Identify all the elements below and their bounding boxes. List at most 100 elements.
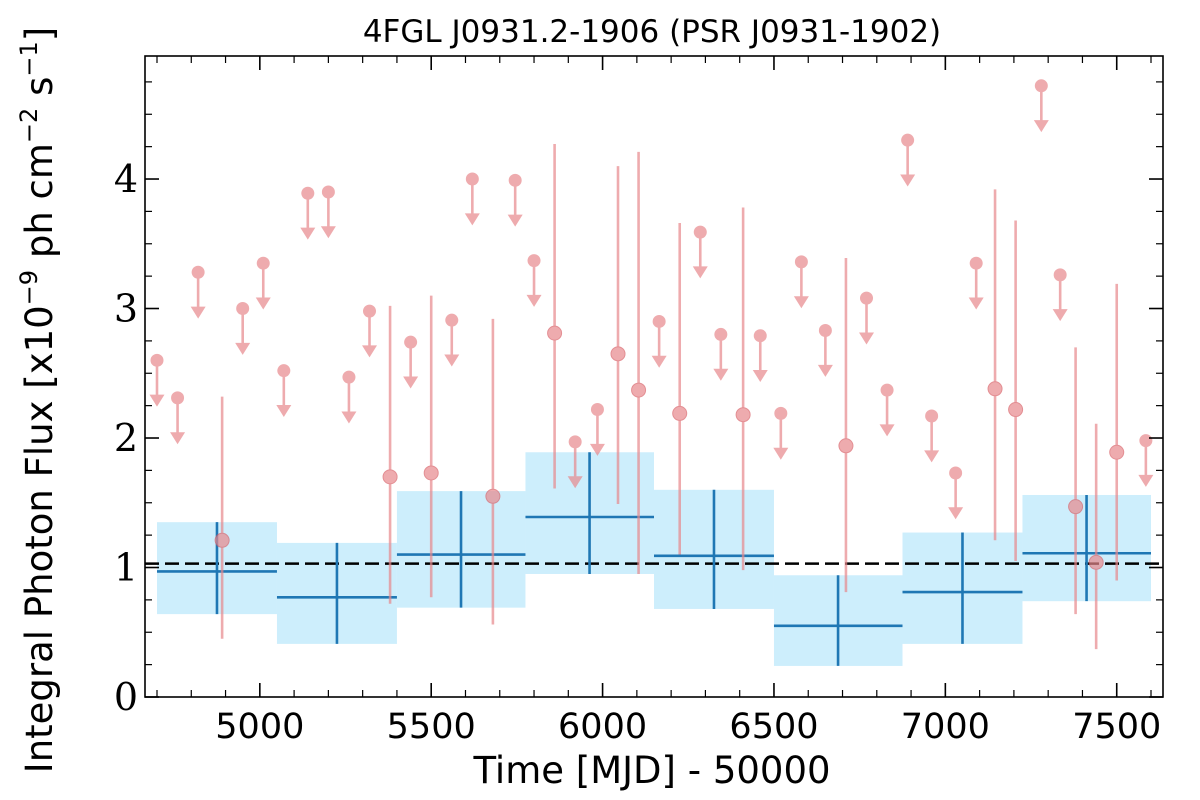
detection-marker bbox=[672, 405, 688, 421]
upper-limit-marker bbox=[774, 406, 788, 420]
upper-limit-point bbox=[526, 254, 542, 307]
upper-limit-point bbox=[793, 255, 809, 309]
upper-limit-marker bbox=[714, 327, 728, 341]
upper-limit-arrowhead bbox=[235, 342, 251, 355]
upper-limit-arrowhead bbox=[968, 297, 984, 310]
detection-marker bbox=[382, 469, 398, 485]
upper-limit-marker bbox=[860, 291, 874, 305]
plot-frame bbox=[144, 55, 1164, 698]
detection-point bbox=[1109, 283, 1125, 581]
upper-limit-arrowhead bbox=[300, 227, 316, 240]
y-tick-label: 1 bbox=[114, 546, 138, 590]
upper-limit-arrowhead bbox=[170, 432, 186, 445]
upper-limit-marker bbox=[236, 302, 250, 316]
upper-limit-point bbox=[900, 133, 916, 187]
long-bin-points bbox=[156, 452, 1152, 666]
upper-limit-point bbox=[276, 364, 292, 417]
upper-limit-arrowhead bbox=[900, 174, 916, 187]
x-tick-label: 6500 bbox=[729, 707, 818, 747]
upper-limit-marker bbox=[590, 403, 604, 417]
upper-limit-point bbox=[773, 406, 789, 460]
detection-marker bbox=[485, 488, 501, 504]
upper-limit-marker bbox=[342, 370, 356, 384]
y-label-exp3: −1 bbox=[15, 41, 43, 76]
y-label-mid: ph cm bbox=[18, 143, 61, 270]
y-tick-label: 4 bbox=[114, 157, 138, 201]
upper-limit-point bbox=[879, 383, 895, 437]
upper-limit-marker bbox=[445, 313, 459, 327]
upper-limit-point bbox=[170, 391, 186, 445]
upper-limit-point bbox=[924, 409, 940, 463]
upper-limit-marker bbox=[404, 335, 418, 349]
upper-limit-arrowhead bbox=[255, 297, 271, 310]
x-tick-label: 7000 bbox=[901, 707, 990, 747]
upper-limit-marker bbox=[1139, 434, 1153, 448]
upper-limit-arrowhead bbox=[773, 447, 789, 460]
upper-limit-marker bbox=[277, 364, 291, 378]
x-tick-label: 5000 bbox=[215, 707, 304, 747]
upper-limit-arrowhead bbox=[793, 296, 809, 309]
upper-limit-point bbox=[464, 172, 480, 226]
detection-marker bbox=[1068, 499, 1084, 515]
upper-limit-arrowhead bbox=[567, 476, 583, 489]
detection-point bbox=[631, 151, 647, 574]
upper-limit-point bbox=[149, 353, 165, 407]
upper-limit-point bbox=[444, 313, 460, 367]
upper-limit-marker bbox=[901, 133, 915, 147]
upper-limit-marker bbox=[568, 435, 582, 449]
detection-marker bbox=[423, 465, 439, 481]
upper-limit-arrowhead bbox=[276, 404, 292, 417]
x-tick-label: 7500 bbox=[1072, 707, 1161, 747]
upper-limit-arrowhead bbox=[817, 364, 833, 377]
upper-limit-point bbox=[859, 291, 875, 345]
upper-limit-arrowhead bbox=[149, 394, 165, 407]
long-bin-bands bbox=[156, 452, 1152, 666]
detection-marker bbox=[1008, 402, 1024, 418]
detection-point bbox=[735, 207, 751, 571]
upper-limit-marker bbox=[969, 256, 983, 270]
x-tick-labels: 5000 5500 6000 6500 7000 7500 bbox=[215, 707, 1161, 747]
upper-limit-arrowhead bbox=[190, 306, 206, 319]
upper-limit-point bbox=[320, 185, 336, 239]
upper-limit-point bbox=[817, 324, 833, 377]
upper-limit-point bbox=[752, 329, 768, 383]
upper-limit-point bbox=[190, 265, 206, 319]
detection-point bbox=[1008, 220, 1024, 562]
upper-limit-marker bbox=[925, 409, 939, 423]
upper-limit-arrowhead bbox=[1138, 474, 1154, 487]
detection-marker bbox=[547, 325, 563, 341]
axis-ticks bbox=[145, 56, 1163, 698]
upper-limit-point bbox=[255, 256, 271, 310]
detection-point bbox=[672, 223, 688, 555]
upper-limit-marker bbox=[363, 304, 377, 318]
detection-point bbox=[1068, 347, 1084, 615]
x-axis-label: Time [MJD] - 50000 bbox=[472, 749, 830, 792]
upper-limit-arrowhead bbox=[752, 370, 768, 383]
detection-marker bbox=[631, 382, 647, 398]
upper-limit-marker bbox=[191, 265, 205, 279]
upper-limit-point bbox=[1033, 79, 1049, 133]
upper-limit-point bbox=[507, 173, 523, 227]
upper-limit-marker bbox=[256, 256, 270, 270]
upper-limit-point bbox=[362, 304, 378, 358]
detection-point bbox=[214, 396, 230, 639]
upper-limit-marker bbox=[171, 391, 185, 405]
upper-limit-arrowhead bbox=[507, 214, 523, 227]
upper-limit-point bbox=[567, 435, 583, 489]
detection-point bbox=[382, 305, 398, 604]
x-tick-label: 5500 bbox=[387, 707, 476, 747]
upper-limit-arrowhead bbox=[1033, 120, 1049, 133]
detection-point bbox=[838, 258, 854, 593]
upper-limit-arrowhead bbox=[948, 507, 964, 520]
y-label-exp2: −2 bbox=[15, 108, 43, 143]
upper-limit-point bbox=[651, 314, 667, 368]
upper-limit-arrowhead bbox=[924, 450, 940, 463]
y-tick-label: 3 bbox=[114, 287, 138, 331]
detection-marker bbox=[735, 407, 751, 423]
detection-marker bbox=[610, 346, 626, 362]
detection-point bbox=[547, 144, 563, 489]
upper-limit-marker bbox=[794, 255, 808, 269]
upper-limit-arrowhead bbox=[589, 443, 605, 456]
upper-limit-marker bbox=[818, 324, 832, 338]
